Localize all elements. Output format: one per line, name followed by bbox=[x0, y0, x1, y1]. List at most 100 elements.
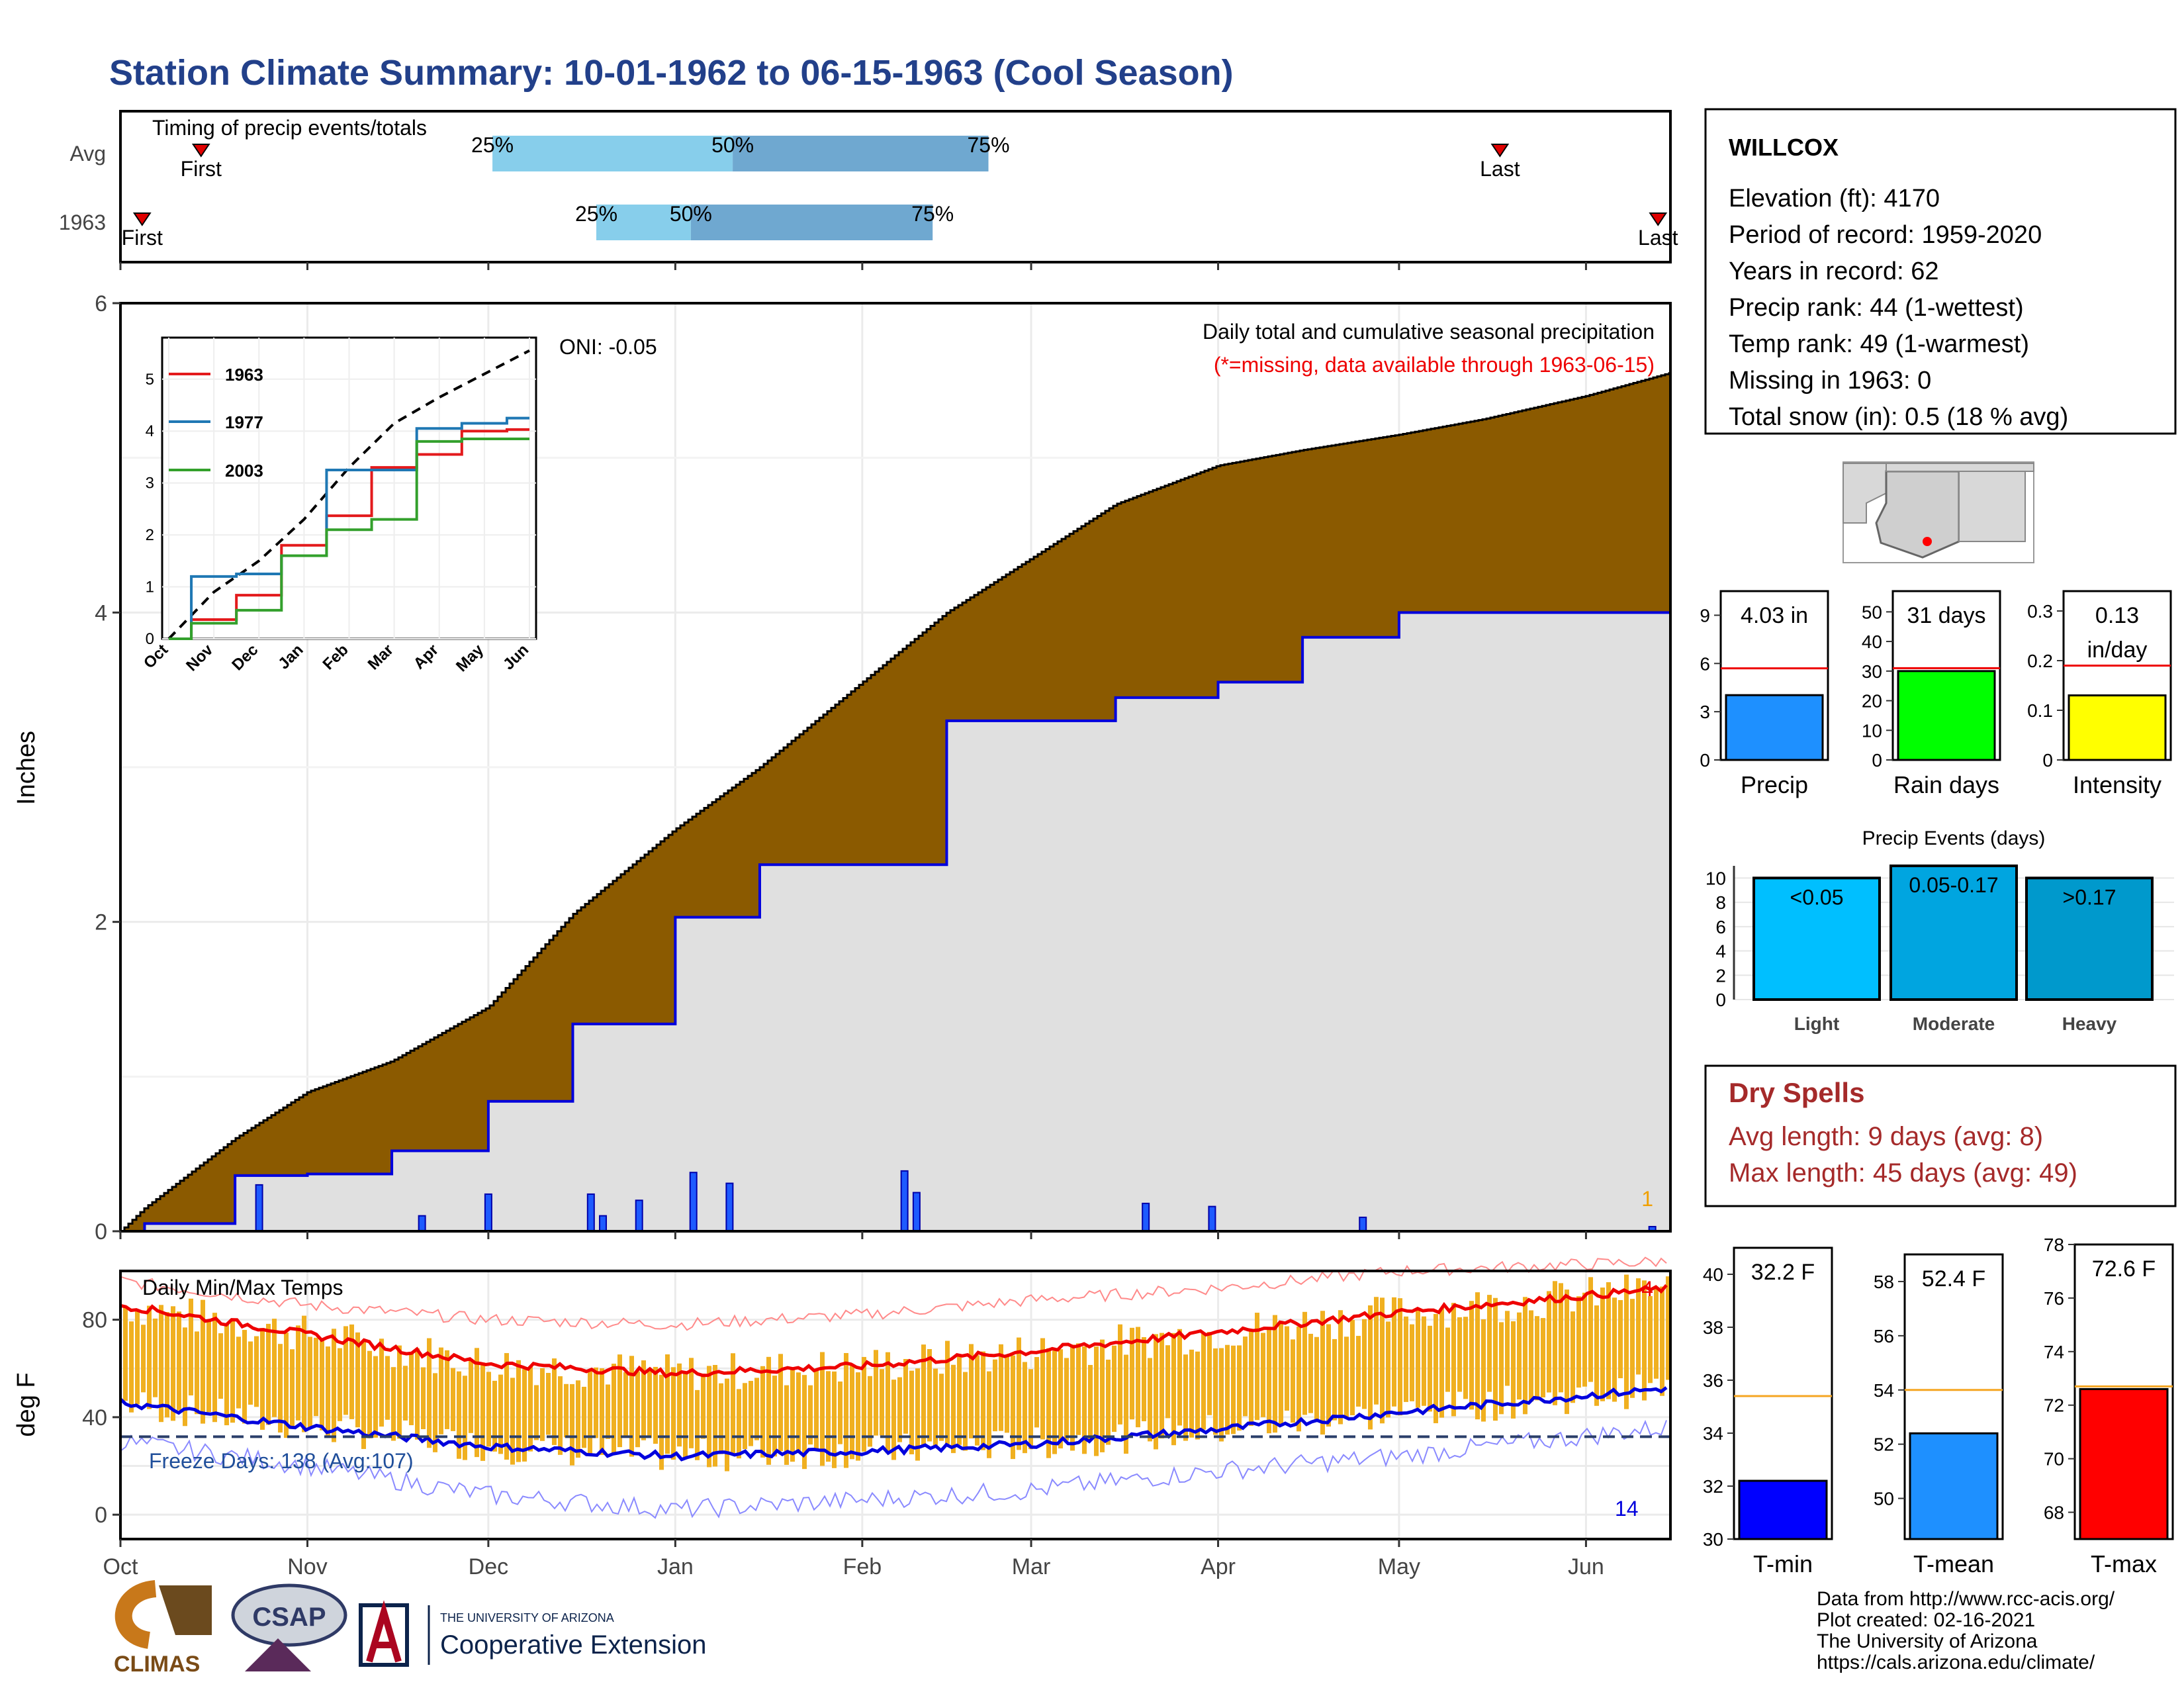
totals-2-tick-label: 0.3 bbox=[2027, 601, 2053, 622]
timing-label: Timing of precip events/totals bbox=[152, 116, 427, 140]
inset-x-label: Nov bbox=[183, 641, 217, 675]
daily-temp-bar bbox=[1576, 1296, 1581, 1388]
temp-box-0-tick-label: 40 bbox=[1703, 1264, 1723, 1285]
legend-1977: 1977 bbox=[225, 412, 263, 432]
daily-temp-bar bbox=[308, 1336, 312, 1427]
month-label: Apr bbox=[1201, 1554, 1236, 1579]
precip-y-axis: 0 2 4 6 bbox=[95, 291, 120, 1244]
daily-temp-bar bbox=[1392, 1297, 1396, 1407]
temp-y-tick-label: 40 bbox=[82, 1405, 107, 1430]
daily-precip-bar bbox=[900, 1170, 909, 1232]
daily-temp-bar bbox=[1237, 1345, 1242, 1431]
daily-temp-bar bbox=[272, 1319, 277, 1417]
month-label: Dec bbox=[469, 1554, 508, 1579]
daily-temp-bar bbox=[987, 1371, 991, 1458]
avg-cumulative-line bbox=[120, 372, 1670, 1233]
daily-temp-bar bbox=[659, 1374, 664, 1470]
daily-precip-bar bbox=[689, 1172, 698, 1232]
daily-temp-bar bbox=[737, 1389, 741, 1459]
daily-temp-bar bbox=[1469, 1301, 1474, 1410]
daily-temp-bar bbox=[290, 1349, 295, 1428]
csap-cloud-icon bbox=[231, 1583, 347, 1647]
timing-marker-first-1963 bbox=[132, 212, 152, 226]
daily-temp-bar bbox=[754, 1378, 759, 1440]
daily-temp-bar bbox=[903, 1359, 908, 1434]
daily-temp-bar bbox=[1600, 1288, 1605, 1401]
timing-marks: 25% 50% 75% First Last 25% 50% 75% First Last bbox=[122, 133, 1678, 250]
inset-x-label: Jan bbox=[275, 641, 306, 673]
events-category-label: Light bbox=[1794, 1013, 1839, 1034]
daily-temp-bar bbox=[332, 1329, 336, 1442]
daily-temp-bar bbox=[206, 1321, 211, 1413]
station-temp-rank: Temp rank: 49 (1-warmest) bbox=[1729, 330, 2029, 358]
daily-temp-bar bbox=[284, 1333, 289, 1438]
inset-y-label: 3 bbox=[146, 475, 154, 492]
daily-temp-bar bbox=[1588, 1277, 1593, 1382]
daily-temp-bar bbox=[1654, 1287, 1659, 1379]
month-label: May bbox=[1378, 1554, 1420, 1579]
daily-temp-bar bbox=[1279, 1321, 1283, 1427]
daily-temp-bar bbox=[1582, 1292, 1587, 1387]
daily-temp-bar bbox=[1207, 1332, 1212, 1415]
totals-0-tick-label: 3 bbox=[1700, 702, 1710, 722]
daily-temp-bar bbox=[1064, 1358, 1069, 1441]
daily-temp-bar bbox=[1297, 1327, 1301, 1432]
timing-bar-dark-Avg bbox=[733, 136, 989, 171]
daily-temp-bar bbox=[981, 1351, 985, 1450]
daily-temp-bar bbox=[1034, 1357, 1039, 1428]
daily-temp-bar bbox=[1380, 1297, 1385, 1424]
daily-temp-bar bbox=[957, 1355, 962, 1445]
temp-box-0-tick-label: 30 bbox=[1703, 1529, 1723, 1550]
daily-temp-bar bbox=[570, 1383, 574, 1466]
daily-temp-bar bbox=[760, 1366, 765, 1458]
daily-precip-bar bbox=[635, 1199, 643, 1233]
daily-temp-bar bbox=[469, 1358, 473, 1433]
daily-temp-bar bbox=[195, 1331, 199, 1415]
daily-temp-bar bbox=[1183, 1354, 1188, 1441]
station-elevation: Elevation (ft): 4170 bbox=[1729, 185, 1940, 212]
daily-temp-bar bbox=[1088, 1364, 1093, 1440]
daily-temp-bar bbox=[1040, 1338, 1045, 1440]
daily-temp-bar bbox=[1428, 1325, 1432, 1412]
daily-temp-bar bbox=[683, 1373, 688, 1458]
daily-temp-bar bbox=[1404, 1316, 1408, 1402]
totals-2-name: Intensity bbox=[2073, 771, 2161, 798]
daily-temp-bar bbox=[927, 1349, 932, 1442]
inset-y-label: 0 bbox=[146, 630, 154, 648]
timing-q-label-Avg: 50% bbox=[711, 133, 754, 157]
daily-temp-bar bbox=[189, 1298, 193, 1396]
daily-temp-bar bbox=[695, 1389, 700, 1460]
daily-temp-bar bbox=[594, 1367, 598, 1438]
station-name: WILLCOX bbox=[1729, 134, 1839, 161]
uofa-a-mark bbox=[366, 1600, 402, 1663]
daily-temp-bar bbox=[421, 1367, 426, 1430]
daily-temp-bar bbox=[1136, 1327, 1140, 1428]
timing-axis-ticks bbox=[119, 262, 1587, 270]
events-category-label: Moderate bbox=[1913, 1013, 1995, 1034]
daily-temp-bar bbox=[564, 1383, 569, 1438]
daily-temp-bar bbox=[576, 1380, 580, 1458]
daily-temp-bar bbox=[772, 1376, 777, 1457]
temp-y-axis: 0 40 80 bbox=[82, 1308, 120, 1528]
daily-temp-bar bbox=[707, 1366, 711, 1468]
month-label: Feb bbox=[843, 1554, 882, 1579]
daily-temp-bar bbox=[1213, 1348, 1218, 1435]
daily-temp-bar bbox=[1195, 1351, 1200, 1440]
daily-temp-bar bbox=[1320, 1311, 1325, 1435]
daily-temp-bar bbox=[349, 1324, 354, 1419]
daily-temp-bar bbox=[1511, 1321, 1516, 1419]
precip-annotation: Daily total and cumulative seasonal prec… bbox=[1203, 320, 1655, 344]
timing-marker-first-Avg bbox=[191, 144, 210, 158]
temp-box-2-value: 72.6 F bbox=[2092, 1256, 2156, 1282]
timing-marker-label-first-1963: First bbox=[122, 226, 163, 250]
daily-temp-bar bbox=[451, 1368, 455, 1431]
daily-temp-bar bbox=[1356, 1336, 1361, 1407]
precip-panel: 0 2 4 6 Inches Daily total and cumulative s… bbox=[13, 291, 1672, 1244]
daily-temp-bar bbox=[921, 1344, 926, 1445]
daily-temp-bar bbox=[1362, 1319, 1367, 1409]
totals-1-tick-label: 30 bbox=[1862, 661, 1882, 682]
daily-temp-bar bbox=[1630, 1299, 1635, 1398]
daily-temp-bar bbox=[1398, 1298, 1402, 1416]
temp-box-1-name: T-mean bbox=[1913, 1550, 1994, 1577]
daily-temp-bar bbox=[314, 1337, 318, 1417]
